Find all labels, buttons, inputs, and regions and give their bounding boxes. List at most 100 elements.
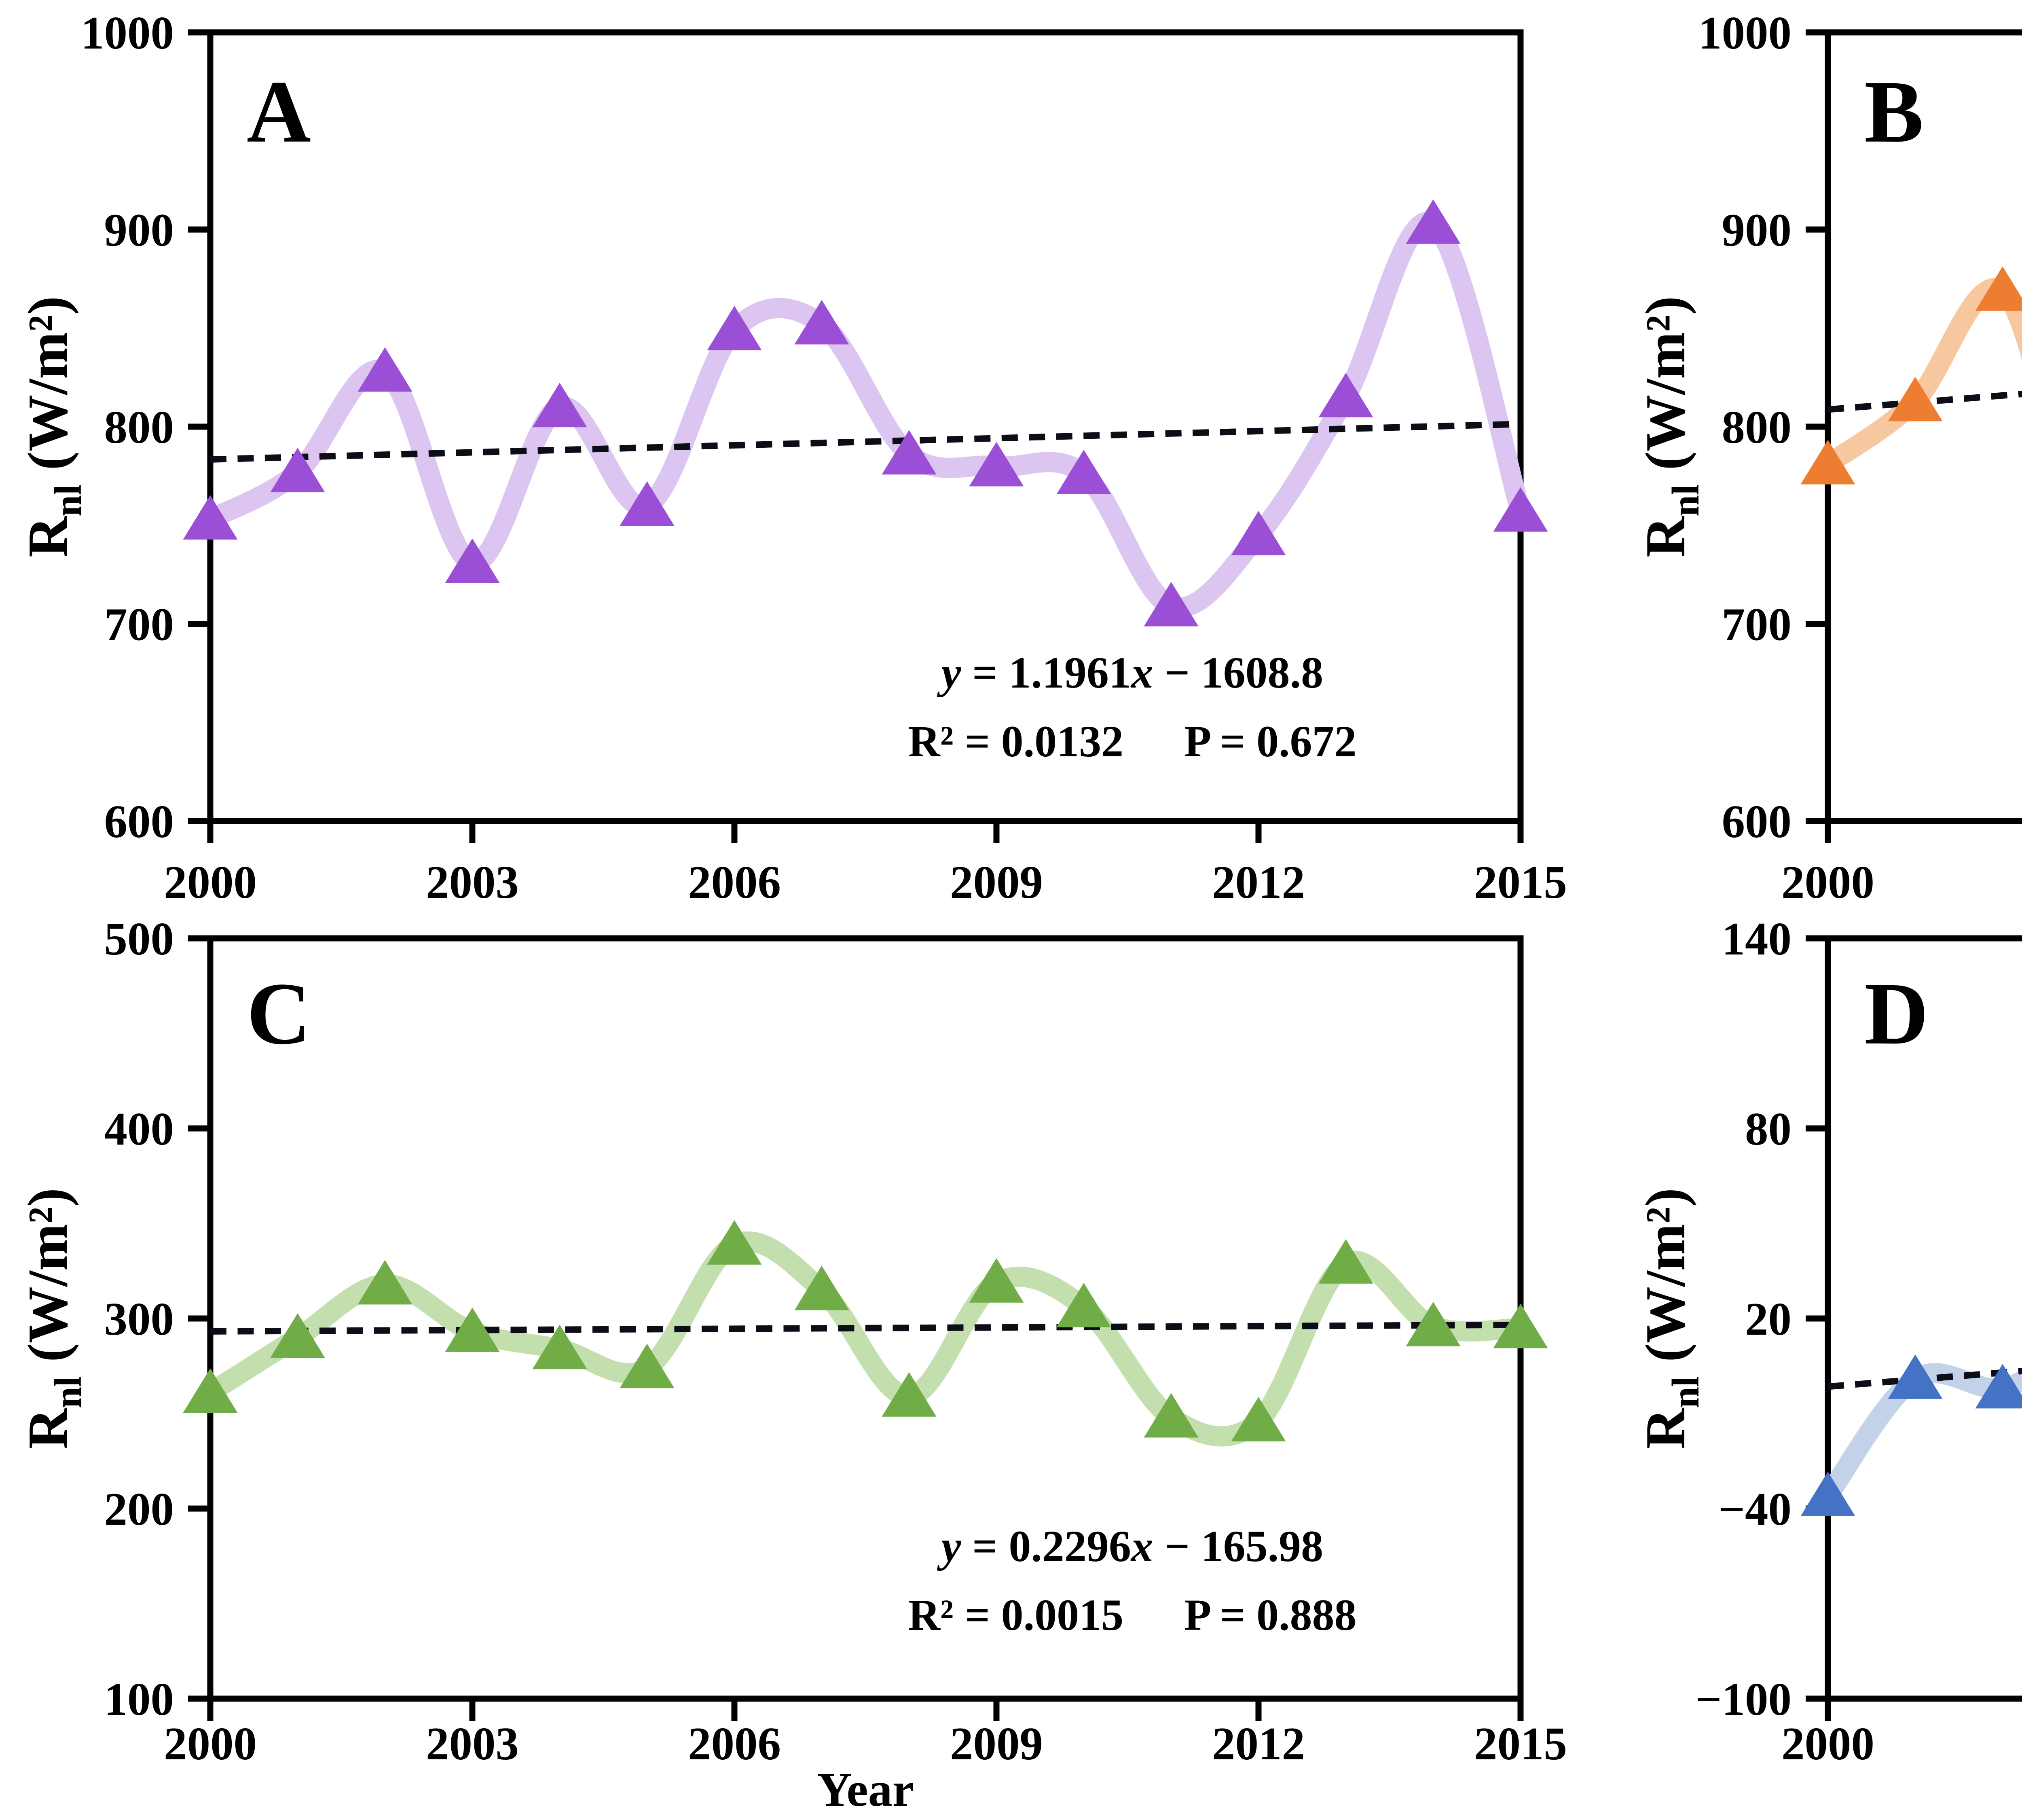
y-axis-title: Rnl (W/m²) [1634, 1188, 1707, 1449]
x-tick-label: 2006 [688, 1718, 781, 1769]
data-point-marker [882, 430, 937, 475]
equation-variable: x [1130, 648, 1153, 697]
y-tick-label: 80 [1745, 1103, 1791, 1155]
plot-frame [1825, 29, 2022, 824]
data-point-marker [1318, 372, 1373, 417]
panel-letter: B [1864, 62, 1924, 161]
trend-line [210, 421, 1521, 463]
trend-statistics: R² = 0.0132 P = 0.672 [908, 717, 1357, 766]
panel-D-chart: 1408020−40−100200020032006200920122015Rn… [1634, 913, 2022, 1769]
data-point-marker [357, 1260, 412, 1305]
data-point-marker [1975, 266, 2022, 311]
data-point-marker [1493, 1304, 1548, 1348]
y-tick-label: 140 [1722, 913, 1792, 965]
data-point-marker [1144, 1393, 1199, 1438]
data-point-marker [532, 383, 587, 427]
y-tick-label: 800 [1722, 402, 1792, 453]
y-axis-title: Rnl (W/m²) [1634, 296, 1707, 557]
panel-letter: A [247, 62, 311, 161]
data-point-marker [270, 1313, 325, 1358]
x-tick-label: 2006 [688, 857, 781, 908]
data-point-marker [1231, 1397, 1286, 1441]
trend-equation: y = 1.1961x − 1608.8 [937, 648, 1323, 697]
y-axis-title-base: R [1634, 516, 1697, 557]
x-tick-label: 2012 [1212, 857, 1305, 908]
data-point-marker [357, 347, 412, 392]
data-point-marker [1144, 582, 1199, 626]
y-axis-title-subscript: nl [1664, 1376, 1707, 1408]
equation-text: = 0.2296 [961, 1522, 1131, 1571]
y-axis-title-subscript: nl [47, 1376, 89, 1408]
data-point-marker [445, 538, 500, 583]
data-point-marker [1800, 440, 1855, 485]
y-tick-label: 400 [104, 1103, 174, 1155]
plot-frame [1825, 935, 2022, 1702]
panel-letter: C [247, 964, 311, 1063]
data-point-marker [445, 1307, 500, 1352]
y-tick-label: 600 [1722, 796, 1792, 847]
p-value-text: P = 0.888 [1184, 1590, 1356, 1640]
y-tick-label: −40 [1718, 1484, 1791, 1535]
equation-text: − 1608.8 [1153, 648, 1323, 697]
data-point-marker [183, 495, 238, 540]
data-series-line [200, 1231, 1531, 1447]
data-point-marker [620, 481, 675, 526]
y-axis-title-subscript: nl [47, 485, 89, 516]
data-point-marker [1975, 1364, 2022, 1409]
data-point-marker [270, 448, 325, 493]
equation-text: = 1.1961 [961, 648, 1131, 697]
data-point-marker [1231, 511, 1286, 556]
data-point-marker [1056, 1282, 1111, 1327]
y-axis-title-units: (W/m²) [1634, 296, 1697, 485]
y-tick-label: 900 [1722, 205, 1792, 256]
data-point-marker [620, 1344, 675, 1388]
x-axis-title: Year [817, 1763, 914, 1816]
y-tick-label: 700 [1722, 599, 1792, 650]
y-axis-title: Rnl (W/m²) [17, 1188, 89, 1449]
r-squared-text: R² = 0.0132 [908, 717, 1124, 766]
y-axis-title-base: R [17, 516, 79, 557]
panel-B-chart: 1000900800700600200020032006200920122015… [1634, 7, 2022, 908]
r-squared-text: R² = 0.0015 [908, 1590, 1124, 1640]
x-tick-label: 2000 [164, 857, 257, 908]
y-tick-label: 20 [1745, 1293, 1791, 1345]
y-axis-title-base: R [1634, 1407, 1697, 1449]
x-tick-label: 2000 [1781, 857, 1874, 908]
data-point-marker [1493, 487, 1548, 532]
x-tick-label: 2012 [1212, 1718, 1305, 1769]
y-axis-title-base: R [17, 1407, 79, 1449]
data-point-marker [1056, 450, 1111, 494]
panel-C: 500 400 300 200 100 2000 2003 2006 2009 2012 2015 R… [0, 910, 1618, 1820]
y-axis-title-units: (W/m²) [1634, 1188, 1697, 1376]
data-point-marker [707, 306, 762, 351]
y-tick-label: 200 [104, 1484, 174, 1535]
y-tick-label: 1000 [81, 7, 174, 59]
plot-frame [207, 935, 1524, 1702]
x-tick-label: 2000 [1781, 1718, 1874, 1769]
panel-D: 1408020−40−100200020032006200920122015Rn… [1618, 910, 2022, 1820]
panel-B: 1000900800700600200020032006200920122015… [1618, 0, 2022, 910]
x-tick-label: 2003 [426, 857, 519, 908]
data-point-marker [794, 1266, 849, 1310]
data-point-marker [882, 1372, 937, 1417]
trend-equation: y = 0.2296x − 165.98 [937, 1522, 1323, 1571]
y-tick-label: 100 [104, 1674, 174, 1725]
data-point-marker [1318, 1239, 1373, 1284]
y-tick-label: 300 [104, 1293, 174, 1345]
data-point-marker [1800, 1471, 1855, 1516]
y-tick-label: 800 [104, 402, 174, 453]
y-axis-title-units: (W/m²) [17, 1188, 79, 1376]
trend-line [210, 1321, 1521, 1335]
x-tick-label: 2009 [950, 857, 1043, 908]
x-tick-label: 2009 [950, 1718, 1043, 1769]
y-axis-title-units: (W/m²) [17, 296, 79, 485]
equation-variable: x [1130, 1522, 1153, 1571]
plot-frame [207, 29, 1524, 824]
x-tick-label: 2000 [164, 1718, 257, 1769]
data-point-marker [1888, 377, 1943, 421]
data-point-marker [532, 1325, 587, 1369]
panel-A: 1000 900 800 700 600 2000 2003 2006 2009 2012 2015… [0, 0, 1618, 910]
x-tick-label: 2003 [426, 1718, 519, 1769]
